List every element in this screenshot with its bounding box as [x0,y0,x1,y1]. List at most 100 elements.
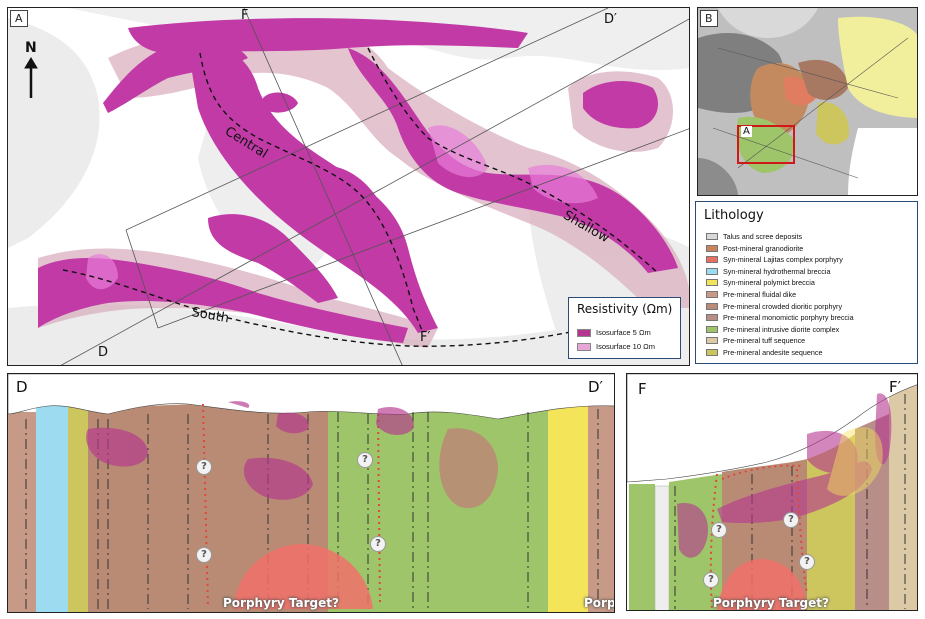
lithology-label: Pre-mineral crowded dioritic porphyry [723,301,843,311]
section-ff-drawing [627,374,917,610]
lithology-swatch [706,314,718,322]
question-mark: ? [370,536,386,552]
section-dd-drawing [8,374,614,612]
lithology-legend-title: Lithology [704,208,764,223]
resistivity-legend-title: Resistivity (Ωm) [577,302,673,316]
lithology-label: Syn-mineral Lajitas complex porphyry [723,255,843,265]
lithology-swatch [706,267,718,275]
lithology-label: Pre-mineral intrusive diorite complex [723,324,840,334]
section-end-d-prime-top: D′ [604,12,617,27]
lithology-legend: Lithology Talus and scree deposits Post-m… [695,201,918,364]
lithology-label: Syn-mineral hydrothermal breccia [723,266,831,276]
north-arrow-icon [24,57,38,98]
tuff-band-right [588,404,614,612]
grey-terrain-bottom [8,304,568,365]
lithology-legend-item: Pre-mineral tuff sequence [706,336,805,345]
lithology-swatch [706,244,718,252]
lithology-swatch [706,302,718,310]
hydrothermal-breccia-band [36,402,68,612]
panel-b-geology-map: B A [697,7,918,196]
panel-a-3d-model [8,8,689,365]
resistivity-label-10: Isosurface 10 Ωm [596,342,655,351]
diorite-band-left [629,484,655,610]
south-trend-line [62,269,589,347]
upper-left-body [103,41,248,113]
lithology-swatch [706,337,718,345]
resistivity-label-5: Isosurface 5 Ωm [596,328,651,337]
shallow-trend-line [367,47,659,274]
isosurface-highlight-group [86,125,598,290]
red-contacts [709,464,808,610]
resistivity-swatch-5 [577,328,591,337]
lithology-legend-item: Post-mineral granodiorite [706,244,803,253]
section-end-f-prime-bottom: F′ [420,330,431,345]
crowded-porphyry-lens [439,428,498,509]
section-traces [60,8,689,365]
ground-surface [627,374,917,483]
lithology-swatch [706,291,718,298]
question-mark: ? [799,554,815,570]
lithology-label: Syn-mineral polymict breccia [723,278,815,288]
lithology-legend-item: Pre-mineral intrusive diorite complex [706,325,839,334]
lithology-legend-item: Syn-mineral polymict breccia [706,278,815,287]
lithology-legend-item: Pre-mineral fluidal dike [706,290,796,299]
section-ff-right-label: F′ [889,378,902,396]
lithology-swatch [706,256,718,264]
porphyry-target-label: Porphyry Target? [713,596,829,610]
section-dd-right-label: D′ [588,378,603,396]
model-box-outline [125,8,609,231]
lithology-legend-item: Pre-mineral monomictic porphyry breccia [706,313,854,322]
right-blob [583,81,658,129]
porphyry-target-label: Porphyry Target? [223,596,339,610]
lithology-legend-item: Syn-mineral hydrothermal breccia [706,267,830,276]
question-mark: ? [783,512,799,528]
mid-body [208,214,338,303]
small-blob-left [173,33,198,51]
resistivity-legend: Resistivity (Ωm) Isosurface 5 Ωm Isosurf… [568,297,681,359]
lithology-swatch [706,279,718,287]
south-trend-body [38,258,408,343]
question-mark: ? [703,572,719,588]
breccia-band-white [654,485,670,610]
polymict-breccia-band [548,404,588,612]
north-label: N [25,40,37,56]
lithology-swatch [706,349,718,356]
section-line-f [243,8,403,365]
andesite-band-left [8,412,36,612]
top-ridge-body [128,18,528,53]
central-branch [306,165,389,268]
andesite-band-yellow [68,402,88,612]
lithology-label: Talus and scree deposits [723,232,803,241]
section-dd-left-label: D [16,378,28,396]
lithology-swatch [706,233,718,240]
lithology-label: Pre-mineral monomictic porphyry breccia [723,313,854,323]
lithology-label: Pre-mineral fluidal dike [723,290,797,299]
section-f-f-prime: F F′ ? ? ? ? Porphyry Target? [626,373,918,611]
panel-b-inset-box [737,125,795,164]
panel-b-map [698,8,917,195]
porphyry-target-dome [233,544,373,609]
section-end-f-top: F [241,8,249,23]
panel-a-label: A [10,10,28,27]
section-d-d-prime: D D′ ? ? ? ? Porphyry Target? Porp [7,373,615,613]
porphyry-target-label-clipped: Porp [584,596,615,610]
question-mark: ? [357,452,373,468]
shallow-trend-body [348,48,678,273]
section-line-d [60,18,689,365]
resistivity-projections [86,401,414,500]
central-trend-line [199,52,424,334]
question-mark: ? [711,522,727,538]
lithology-legend-item: Pre-mineral crowded dioritic porphyry [706,302,842,311]
panel-a-resistivity-map: A [7,7,690,366]
red-contacts [202,403,381,607]
section-ff-left-label: F [638,380,647,398]
lithology-legend-item: Pre-mineral andesite sequence [706,348,823,357]
resistivity-legend-item: Isosurface 5 Ωm [577,328,651,337]
resistivity-projections [677,393,892,558]
question-mark: ? [196,547,212,563]
resistivity-legend-item: Isosurface 10 Ωm [577,342,655,351]
section-end-d-bottom: D [98,345,109,360]
panel-b-label: B [700,10,718,27]
lithology-label: Pre-mineral tuff sequence [723,336,806,346]
panel-b-inset-label: A [741,126,752,137]
